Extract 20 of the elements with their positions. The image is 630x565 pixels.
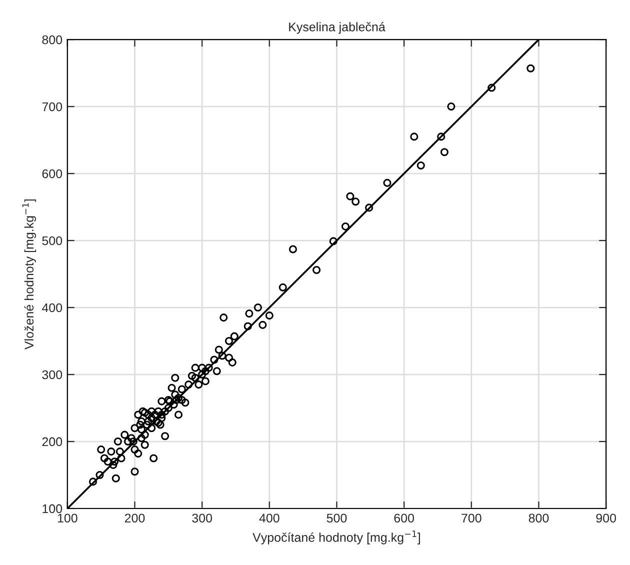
y-tick-label: 300	[42, 370, 62, 380]
x-axis-title: Vypočítané hodnoty [mg.kg$^{−1}$]	[252, 530, 420, 544]
y-tick-label: 600	[42, 169, 62, 178]
y-tick-label: 500	[42, 236, 62, 246]
x-tick-label: 600	[394, 514, 414, 523]
y-tick-label: 100	[42, 504, 62, 514]
x-tick-label: 900	[596, 514, 616, 523]
y-tick-label: 700	[42, 102, 62, 112]
x-tick-label: 300	[192, 514, 212, 523]
chart-title: Kyselina jablečná	[289, 22, 386, 34]
x-tick-label: 100	[58, 514, 78, 523]
y-axis-title: Vložené hodnoty [mg.kg$^{−1}$]	[22, 199, 36, 350]
y-tick-label: 800	[42, 35, 62, 44]
x-tick-label: 500	[326, 514, 347, 523]
x-tick-label: 400	[259, 514, 280, 523]
y-tick-label: 200	[42, 437, 62, 446]
x-tick-label: 700	[462, 514, 482, 523]
x-tick-label: 800	[528, 514, 549, 523]
x-tick-label: 200	[124, 514, 145, 523]
y-tick-label: 400	[42, 303, 62, 312]
